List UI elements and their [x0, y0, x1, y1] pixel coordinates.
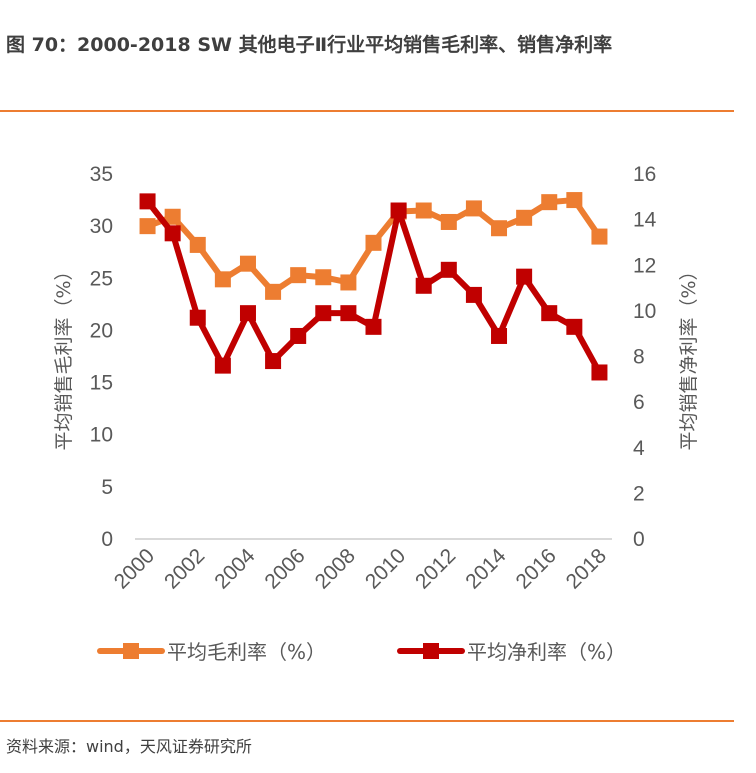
- y-right-tick-label: 14: [633, 209, 657, 232]
- net-margin-point: [491, 327, 508, 344]
- gross-margin-point: [315, 269, 332, 286]
- x-tick-label: 2004: [210, 544, 260, 594]
- net-margin-point: [390, 202, 407, 219]
- x-tick-label: 2002: [160, 544, 209, 593]
- net-margin-point: [340, 305, 357, 322]
- gross-margin-point: [516, 209, 533, 226]
- series-layer: [139, 192, 608, 381]
- gross-margin-point: [415, 202, 432, 219]
- x-tick-label: 2012: [411, 544, 460, 593]
- net-margin-point: [164, 225, 181, 242]
- gross-margin-point: [189, 236, 206, 253]
- y-right-tick-label: 12: [633, 254, 656, 277]
- gross-margin-point: [365, 234, 382, 251]
- gross-margin-point: [541, 194, 558, 211]
- y-right-tick-label: 10: [633, 300, 656, 323]
- gross-margin-point: [290, 267, 307, 284]
- y-right-tick-label: 4: [633, 437, 645, 460]
- top-divider: [0, 110, 734, 112]
- legend: 平均毛利率（%） 平均净利率（%）: [97, 640, 626, 664]
- gross-margin-point: [566, 192, 583, 209]
- y-right-tick-label: 2: [633, 482, 645, 505]
- x-tick-label: 2008: [311, 544, 360, 593]
- y-left-tick-label: 15: [90, 372, 113, 395]
- net-margin-point: [290, 327, 307, 344]
- y-left-tick-label: 10: [90, 424, 113, 447]
- y-right-tick-label: 6: [633, 391, 645, 414]
- legend-net-margin-marker: [423, 643, 439, 659]
- net-margin-point: [214, 357, 231, 374]
- bottom-divider: [0, 720, 734, 722]
- y-left-axis-title: 平均销售毛利率（%）: [53, 261, 75, 450]
- x-tick-label: 2014: [461, 544, 511, 594]
- gross-margin-point: [465, 200, 482, 217]
- net-margin-point: [315, 305, 332, 322]
- net-margin-point: [440, 261, 457, 278]
- gross-margin-point: [265, 283, 282, 300]
- gross-margin-point: [139, 218, 156, 235]
- gross-margin-point: [491, 220, 508, 237]
- net-margin-point: [465, 286, 482, 303]
- y-left-tick-label: 30: [90, 215, 113, 238]
- legend-gross-margin-label: 平均毛利率（%）: [167, 640, 326, 664]
- net-margin-point: [189, 309, 206, 326]
- y-right-tick-label: 16: [633, 163, 656, 186]
- source-note: 资料来源：wind，天风证券研究所: [6, 737, 252, 756]
- net-margin-point: [541, 305, 558, 322]
- net-margin-point: [415, 277, 432, 294]
- y-left-tick-label: 0: [101, 528, 113, 551]
- chart-title: 图 70：2000-2018 SW 其他电子Ⅱ行业平均销售毛利率、销售净利率: [6, 34, 613, 56]
- net-margin-point: [566, 318, 583, 335]
- y-left-tick-label: 20: [90, 319, 113, 342]
- gross-margin-point: [214, 271, 231, 288]
- y-right-tick-label: 8: [633, 346, 645, 369]
- legend-gross-margin-marker: [123, 643, 139, 659]
- x-tick-label: 2000: [110, 544, 159, 593]
- legend-net-margin-label: 平均净利率（%）: [467, 640, 626, 664]
- net-margin-point: [365, 318, 382, 335]
- gross-margin-point: [440, 213, 457, 230]
- net-margin-point: [516, 268, 533, 285]
- x-tick-label: 2006: [260, 544, 309, 593]
- x-tick-label: 2016: [511, 544, 560, 593]
- y-left-tick-label: 35: [90, 163, 113, 186]
- gross-margin-point: [164, 208, 181, 225]
- gross-margin-point: [239, 255, 256, 272]
- gross-margin-point: [340, 274, 357, 291]
- chart-area: 0 5 10 15 20 25 30 35 0 2 4 6 8 10 12 14 16 平均销售毛利率（%） 平均销…: [53, 163, 700, 664]
- gross-margin-point: [591, 228, 608, 245]
- y-right-tick-label: 0: [633, 528, 645, 551]
- y-left-tick-label: 25: [90, 267, 113, 290]
- y-left-tick-label: 5: [101, 476, 113, 499]
- net-margin-point: [265, 353, 282, 370]
- net-margin-point: [239, 305, 256, 322]
- net-margin-point: [139, 193, 156, 210]
- net-margin-point: [591, 364, 608, 381]
- x-tick-label: 2010: [361, 544, 410, 593]
- x-tick-label: 2018: [562, 544, 611, 593]
- y-right-axis-title: 平均销售净利率（%）: [678, 261, 700, 450]
